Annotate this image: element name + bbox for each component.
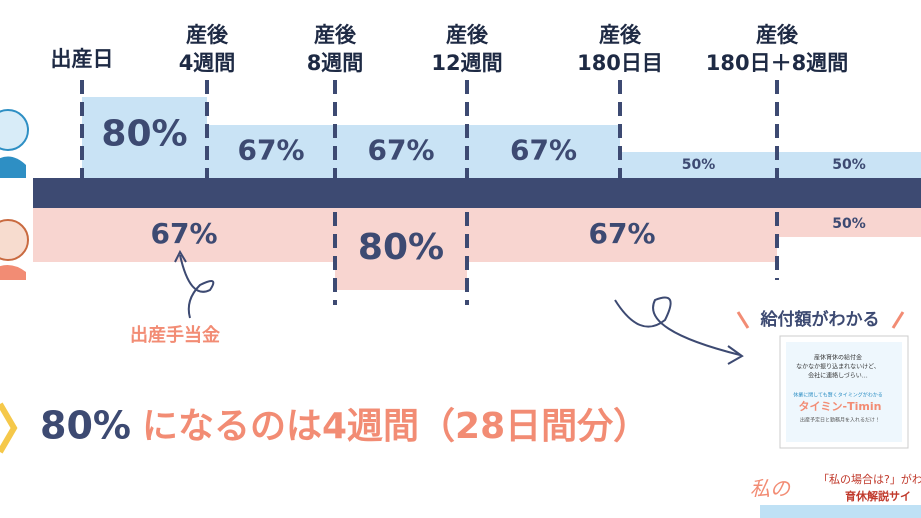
father-bar: [467, 125, 620, 178]
father-icon: [0, 109, 29, 178]
milestone-label: 180日＋8週間: [706, 51, 848, 75]
father-rate: 50%: [682, 157, 716, 173]
card-line: 産休育休の給付金: [814, 354, 862, 362]
father-bar: [207, 125, 335, 178]
card-arrow: [614, 296, 741, 356]
mother-rate: 67%: [588, 217, 655, 250]
mother-bar: [467, 208, 777, 262]
card-heading-slashes: [736, 311, 905, 329]
site-logo: 私の: [750, 477, 791, 501]
note-arrow: [179, 254, 215, 319]
mother-bar: [33, 208, 335, 262]
milestone-label: 産後: [186, 23, 229, 47]
card-tag: 休業に関しても賢くタイミングがわかる: [793, 392, 883, 399]
card-heading: 給付額がわかる: [760, 309, 880, 330]
father-bar: [620, 152, 777, 178]
card-arrow-head: [727, 345, 744, 365]
card-sub: 出産予定日と勤務月を入れるだけ！: [800, 417, 880, 424]
card-line: 会社に連絡しづらい…: [808, 372, 868, 380]
milestone-label: 4週間: [179, 51, 236, 75]
mother-bar: [335, 208, 467, 290]
mother-rate: 67%: [150, 217, 217, 250]
father-bar: [82, 97, 207, 178]
milestone-label: 産後: [314, 23, 357, 47]
father-bar: [335, 125, 467, 178]
father-rate: 50%: [832, 157, 866, 173]
milestone-label: 180日目: [577, 51, 663, 75]
father-rate: 67%: [237, 134, 304, 167]
site-logo-band: [760, 505, 921, 518]
milestone-label: 産後: [446, 23, 489, 47]
milestone-label: 産後: [599, 23, 642, 47]
mother-note: 出産手当金: [130, 324, 221, 346]
site-tagline: 「私の場合は?」がわ: [818, 472, 921, 486]
card-line: なかなか振り込まれないけど、: [796, 363, 880, 371]
mother-bar: [777, 208, 921, 237]
card-image: [786, 342, 902, 442]
father-bar: [777, 152, 921, 178]
father-rate: 80%: [101, 114, 187, 155]
father-rate: 67%: [367, 134, 434, 167]
milestone-label: 12週間: [431, 51, 502, 75]
milestone-label: 産後: [756, 23, 799, 47]
chevron: [0, 402, 18, 454]
timeline-bar: [33, 178, 921, 208]
mother-rate: 80%: [358, 227, 444, 268]
headline-highlight: 80%: [40, 404, 131, 448]
milestone-label: 出産日: [51, 47, 114, 71]
card-brand: タイミン-Timin: [799, 400, 882, 413]
milestone-label: 8週間: [307, 51, 364, 75]
mother-icon: [0, 219, 29, 280]
site-name: 育休解説サイ: [845, 489, 911, 503]
mother-rate: 50%: [832, 216, 866, 232]
father-rate: 67%: [510, 134, 577, 167]
note-arrow-head: [174, 249, 187, 263]
headline-rest: になるのは4週間（28日間分）: [142, 406, 649, 447]
